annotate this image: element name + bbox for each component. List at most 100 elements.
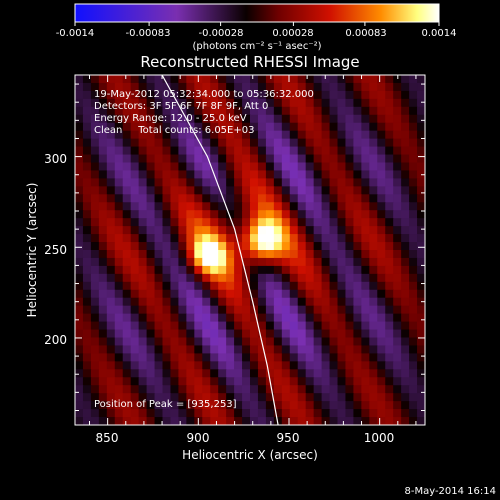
heatmap-pixel — [106, 194, 116, 203]
heatmap-pixel — [409, 337, 418, 347]
heatmap-pixel — [297, 218, 307, 227]
heatmap-pixel — [305, 313, 315, 323]
heatmap-pixel — [234, 353, 243, 362]
heatmap-pixel — [138, 417, 148, 425]
heatmap-pixel — [178, 281, 187, 291]
heatmap-pixel — [273, 297, 283, 307]
heatmap-pixel — [154, 369, 164, 378]
heatmap-pixel — [122, 130, 132, 140]
heatmap-pixel — [122, 75, 132, 84]
heatmap-pixel — [218, 369, 227, 378]
heatmap-pixel — [242, 234, 251, 243]
heatmap-pixel — [409, 130, 418, 140]
heatmap-pixel — [154, 106, 164, 116]
heatmap-pixel — [210, 369, 219, 378]
heatmap-pixel — [154, 146, 164, 156]
heatmap-pixel — [106, 178, 116, 187]
heatmap-pixel — [154, 265, 164, 275]
heatmap-pixel — [313, 138, 323, 148]
heatmap-pixel — [98, 329, 108, 339]
heatmap-pixel — [90, 377, 100, 386]
heatmap-pixel — [242, 194, 251, 203]
heatmap-pixel — [194, 281, 203, 291]
heatmap-pixel — [106, 162, 116, 172]
heatmap-pixel — [75, 417, 84, 425]
heatmap-pixel — [82, 82, 92, 92]
heatmap-pixel — [210, 257, 219, 267]
heatmap-pixel — [138, 210, 148, 219]
heatmap-pixel — [154, 154, 164, 164]
heatmap-pixel — [297, 353, 307, 362]
heatmap-pixel — [417, 82, 425, 92]
heatmap-pixel — [242, 154, 251, 164]
heatmap-pixel — [385, 289, 394, 299]
heatmap-pixel — [170, 138, 179, 148]
heatmap-pixel — [273, 345, 283, 354]
heatmap-pixel — [218, 82, 227, 92]
heatmap-pixel — [377, 122, 386, 132]
heatmap-pixel — [226, 409, 235, 418]
heatmap-pixel — [289, 218, 299, 227]
heatmap-pixel — [393, 234, 402, 243]
heatmap-pixel — [305, 106, 315, 116]
heatmap-pixel — [130, 265, 140, 275]
heatmap-pixel — [417, 202, 425, 211]
heatmap-pixel — [305, 226, 315, 235]
heatmap-pixel — [273, 178, 283, 187]
heatmap-pixel — [321, 154, 331, 164]
heatmap-pixel — [114, 353, 124, 362]
heatmap-pixel — [226, 210, 235, 219]
heatmap-pixel — [154, 122, 164, 132]
heatmap-pixel — [154, 401, 164, 410]
heatmap-pixel — [226, 194, 235, 203]
heatmap-pixel — [393, 377, 402, 386]
heatmap-pixel — [178, 337, 187, 347]
heatmap-pixel — [90, 289, 100, 299]
heatmap-pixel — [98, 257, 108, 267]
heatmap-pixel — [401, 409, 410, 418]
heatmap-pixel — [122, 281, 132, 291]
heatmap-pixel — [257, 154, 267, 164]
heatmap-pixel — [385, 202, 394, 211]
heatmap-pixel — [289, 122, 299, 132]
heatmap-pixel — [313, 345, 323, 354]
heatmap-pixel — [186, 242, 195, 251]
heatmap-pixel — [234, 337, 243, 347]
heatmap-pixel — [226, 138, 235, 148]
heatmap-pixel — [218, 345, 227, 354]
heatmap-pixel — [265, 273, 275, 283]
heatmap-pixel — [273, 138, 283, 148]
heatmap-pixel — [218, 289, 227, 299]
heatmap-pixel — [417, 194, 425, 203]
heatmap-pixel — [210, 210, 219, 219]
heatmap-pixel — [361, 265, 370, 275]
heatmap-pixel — [369, 82, 378, 92]
heatmap-pixel — [194, 385, 203, 394]
heatmap-pixel — [313, 297, 323, 307]
heatmap-pixel — [82, 162, 92, 172]
heatmap-pixel — [226, 82, 235, 92]
y-tick-label-250: 250 — [44, 243, 67, 257]
heatmap-pixel — [281, 162, 291, 172]
heatmap-pixel — [90, 138, 100, 148]
heatmap-pixel — [130, 90, 140, 100]
heatmap-pixel — [250, 210, 259, 219]
heatmap-pixel — [417, 257, 425, 267]
heatmap-pixel — [385, 257, 394, 267]
heatmap-pixel — [313, 234, 323, 243]
heatmap-pixel — [162, 122, 172, 132]
heatmap-pixel — [162, 98, 172, 108]
heatmap-pixel — [257, 289, 267, 299]
heatmap-pixel — [146, 162, 156, 172]
heatmap-pixel — [226, 297, 235, 307]
heatmap-pixel — [377, 377, 386, 386]
heatmap-pixel — [75, 170, 84, 179]
heatmap-pixel — [154, 305, 164, 315]
heatmap-pixel — [90, 401, 100, 410]
heatmap-pixel — [345, 234, 354, 243]
heatmap-pixel — [417, 377, 425, 386]
heatmap-pixel — [273, 289, 283, 299]
heatmap-pixel — [281, 337, 291, 347]
heatmap-pixel — [321, 345, 331, 354]
heatmap-pixel — [393, 138, 402, 148]
